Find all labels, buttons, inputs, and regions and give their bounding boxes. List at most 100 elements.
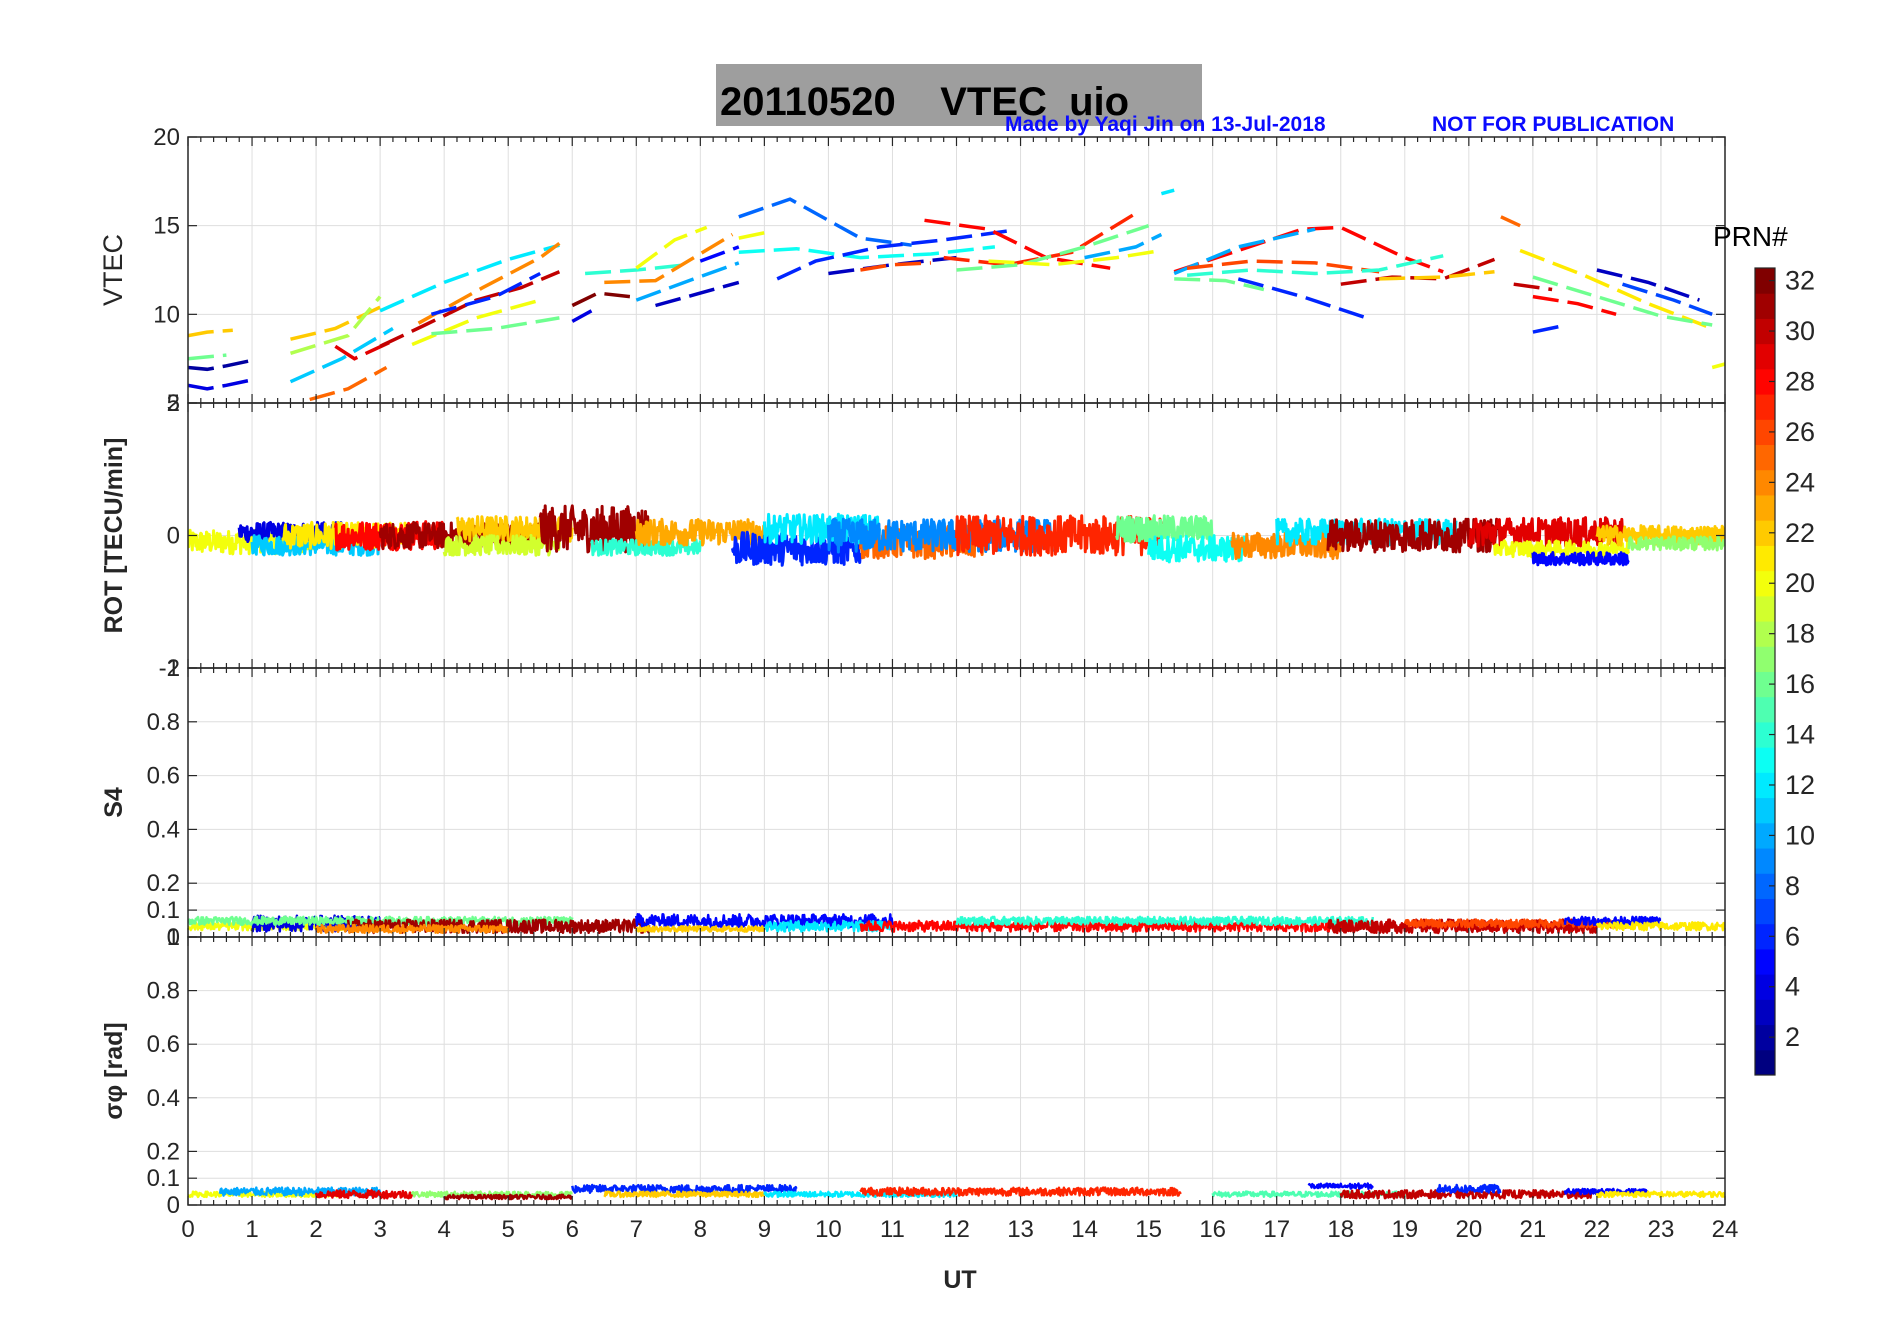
panel-ticks — [187, 136, 1726, 404]
trace-prn-17 — [1627, 535, 1725, 552]
colorbar-band — [1755, 772, 1775, 799]
y-tick-label: 20 — [153, 124, 180, 151]
colorbar-band — [1755, 822, 1775, 849]
series-prn-12 — [379, 243, 560, 313]
colorbar-tick-label: 30 — [1785, 316, 1815, 346]
colorbar-band — [1755, 469, 1775, 496]
colorbar-band — [1755, 494, 1775, 521]
series-prn-2 — [188, 358, 253, 372]
series-prn-4 — [188, 378, 253, 391]
x-tick-label: 13 — [1007, 1216, 1034, 1243]
x-tick-label: 22 — [1584, 1216, 1611, 1243]
x-tick-label: 10 — [815, 1216, 842, 1243]
colorbar-tick-label: 28 — [1785, 366, 1815, 396]
colorbar-tick-label: 18 — [1785, 619, 1815, 649]
series-prn-6 — [1237, 277, 1367, 320]
title-background — [716, 64, 1202, 126]
trace-prn-13 — [1147, 534, 1247, 564]
figure-header: 20110520 VTEC uio Made by Yaqi Jin on 13… — [716, 64, 1674, 136]
x-tick-label: 14 — [1071, 1216, 1098, 1243]
series-prn-20 — [738, 231, 765, 240]
trace-prn-21 — [1595, 1190, 1725, 1199]
colorbar-band — [1755, 394, 1775, 420]
colorbar-band — [1755, 721, 1775, 748]
series-prn-20 — [988, 248, 1162, 267]
colorbar-band — [1755, 873, 1775, 899]
colorbar-tick-label: 4 — [1785, 972, 1800, 1002]
panel-ticks — [187, 936, 1726, 1206]
series-prn-30 — [1513, 282, 1553, 292]
x-tick-label: 11 — [880, 1216, 905, 1243]
panel-grid — [187, 667, 1726, 938]
colorbar-tick-label: 8 — [1785, 871, 1800, 901]
series-prn-18 — [289, 295, 382, 355]
colorbar-band — [1755, 646, 1775, 672]
x-tick-label: 3 — [373, 1216, 386, 1243]
x-tick-label: 4 — [437, 1216, 450, 1243]
colorbar-band — [1755, 974, 1775, 1000]
colorbar-band — [1755, 368, 1775, 395]
y-tick-label: 0 — [167, 523, 180, 550]
series-prn-14 — [584, 262, 688, 276]
colorbar-band — [1755, 797, 1775, 824]
x-axis-label: UT — [943, 1266, 976, 1294]
y-tick-label: 15 — [153, 213, 180, 240]
y-tick-label: 0 — [167, 1192, 180, 1219]
y-tick-label: 0.2 — [147, 1138, 180, 1165]
x-tick-label: 12 — [943, 1216, 970, 1243]
series-prn-6 — [776, 229, 1008, 281]
colorbar-band — [1755, 520, 1775, 546]
series-prn-4 — [571, 309, 593, 323]
series-prn-20 — [411, 298, 541, 347]
series-prn-3 — [655, 280, 740, 308]
series-prn-6 — [1532, 324, 1559, 334]
series-prn-28 — [1173, 225, 1444, 274]
panel-grid — [187, 936, 1726, 1206]
y-tick-label: 0.6 — [147, 1031, 180, 1058]
panel-ticks — [187, 667, 1726, 938]
panel-ticks — [187, 402, 1726, 669]
y-axis-label-vtec: VTEC — [98, 234, 128, 306]
series-prn-28 — [1532, 294, 1617, 316]
y-tick-label: 0 — [167, 924, 180, 951]
x-tick-label: 16 — [1199, 1216, 1226, 1243]
colorbar-band — [1755, 595, 1775, 622]
panel-data — [188, 188, 1725, 402]
y-tick-label: 0.4 — [147, 816, 180, 843]
colorbar-band — [1755, 444, 1775, 471]
series-prn-10 — [1084, 232, 1163, 260]
trace-prn-10 — [218, 1186, 382, 1197]
trace-prn-5 — [635, 913, 894, 929]
series-prn-24 — [604, 232, 734, 285]
trace-prn-21 — [1595, 921, 1725, 932]
x-tick-label: 21 — [1520, 1216, 1547, 1243]
panel-data — [188, 913, 1725, 935]
colorbar-tick-label: 14 — [1785, 720, 1815, 750]
panel-vtec: 5 10 15 20 VTEC — [98, 124, 1726, 417]
y-tick-label: 0.4 — [147, 1085, 180, 1112]
series-prn-25 — [1500, 215, 1521, 228]
x-tick-label: 23 — [1648, 1216, 1675, 1243]
trace-prn-30 — [1339, 1189, 1599, 1200]
y-axis-label-s4: S4 — [100, 787, 128, 818]
series-prn-26 — [1186, 259, 1380, 274]
trace-prn-6 — [1435, 1183, 1502, 1195]
colorbar-tick-label: 2 — [1785, 1022, 1800, 1052]
colorbar-band — [1755, 621, 1775, 647]
trace-prn-14 — [955, 915, 1375, 927]
colorbar-band — [1755, 293, 1775, 319]
x-tick-label: 2 — [309, 1216, 322, 1243]
colorbar-band — [1755, 948, 1775, 975]
colorbar-tick-label: 16 — [1785, 669, 1815, 699]
y-tick-label: 1 — [167, 655, 180, 682]
colorbar-band — [1755, 268, 1775, 294]
credit-text: Made by Yaqi Jin on 13-Jul-2018 — [1005, 113, 1326, 136]
x-tick-label: 17 — [1263, 1216, 1290, 1243]
colorbar-band — [1755, 343, 1775, 370]
trace-prn-6 — [571, 1183, 798, 1195]
trace-prn-26 — [1403, 918, 1630, 929]
trace-prn-24 — [1230, 530, 1343, 561]
